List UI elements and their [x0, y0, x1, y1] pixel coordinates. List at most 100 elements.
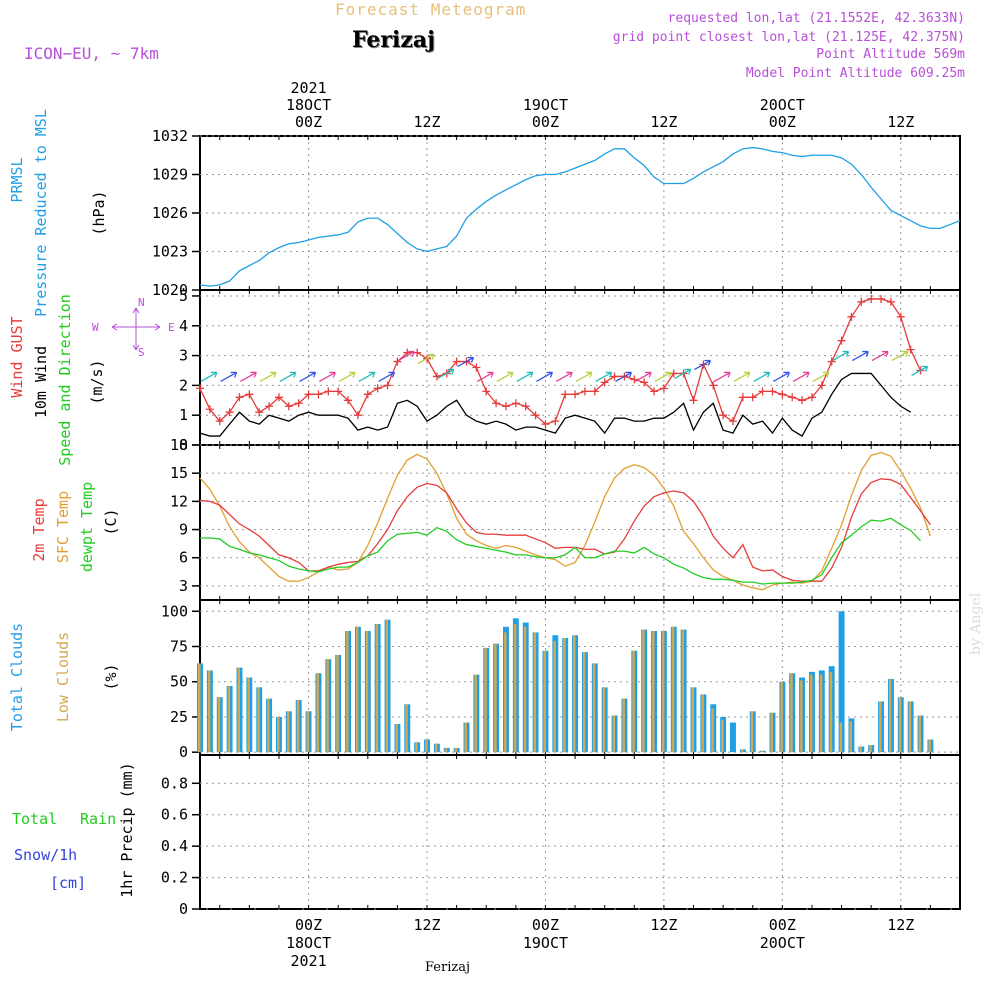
low-cloud-bar [829, 671, 833, 753]
wind-direction-arrow [851, 350, 869, 362]
time-axis-year: 2021 [291, 952, 327, 970]
wind-gust-marker [847, 312, 856, 321]
low-cloud-bar [533, 632, 537, 753]
low-cloud-bar [721, 719, 724, 753]
wind-gust-marker [580, 387, 589, 396]
time-axis-date: 20OCT [760, 96, 805, 114]
wind-direction-arrow [397, 350, 415, 362]
low-cloud-bar [642, 629, 645, 753]
wind-direction-arrow [437, 368, 455, 380]
low-cloud-bar [247, 677, 250, 753]
station-name: Ferizaj [352, 27, 436, 53]
wind-direction-arrow [417, 353, 435, 365]
wind-gust-marker [906, 345, 915, 354]
wind-direction-arrow [200, 371, 218, 383]
y-tick-label: 0 [179, 436, 188, 454]
y-tick-label: 0.2 [161, 869, 188, 887]
y-tick-label: 50 [170, 673, 188, 691]
low-cloud-bar [671, 626, 675, 753]
pressure-label: Pressure Reduced to MSL [32, 109, 50, 317]
wind-gust-marker [521, 402, 530, 411]
low-cloud-bar [582, 652, 586, 753]
wind-gust-marker [383, 381, 392, 390]
wind-direction-arrow [674, 368, 692, 380]
total-cloud-bar [838, 611, 845, 753]
total-clouds-label: Total Clouds [8, 623, 26, 731]
low-clouds-label: Low Clouds [54, 632, 72, 722]
low-cloud-bar [681, 629, 685, 753]
time-axis-hour: 00Z [769, 113, 796, 131]
wind-gust-marker [817, 381, 826, 390]
wind-gust-marker [610, 372, 619, 381]
low-cloud-bar [326, 659, 329, 753]
wind-gust-marker [788, 393, 797, 402]
low-cloud-bar [523, 626, 527, 753]
time-axis-date: 19OCT [523, 96, 568, 114]
low-cloud-bar [573, 635, 576, 753]
wind-gust-marker [284, 402, 293, 411]
low-cloud-bar [740, 749, 744, 753]
wind-gust-marker [738, 393, 747, 402]
wind-gust-marker [827, 357, 836, 366]
low-cloud-bar [365, 631, 369, 753]
low-cloud-bar [198, 663, 201, 753]
wind-gust-marker [363, 390, 372, 399]
low-cloud-bar [504, 632, 507, 753]
low-cloud-bar [592, 663, 596, 753]
compass-south: S [138, 346, 145, 359]
time-axis-date: 20OCT [760, 934, 805, 952]
low-cloud-bar [464, 722, 467, 753]
wind-gust-marker [659, 384, 668, 393]
compass-north: N [138, 296, 145, 309]
time-axis-hour: 12Z [887, 916, 914, 934]
wind-gust-marker [709, 381, 718, 390]
low-cloud-bar [316, 673, 319, 753]
low-cloud-bar [839, 722, 843, 753]
time-axis-hour: 12Z [413, 916, 440, 934]
pressure-unit-label: (hPa) [90, 190, 108, 235]
low-cloud-bar [661, 631, 665, 753]
wind-gust-marker [353, 411, 362, 420]
panel-frame [199, 599, 961, 756]
precip-rain-label: Rain [80, 810, 116, 828]
wind-direction-arrow [476, 371, 494, 383]
wind-direction-arrow [871, 350, 889, 362]
wind-gust-marker [274, 393, 283, 402]
low-cloud-bar [602, 687, 606, 753]
wind-direction-arrow [753, 371, 771, 383]
dewpoint-label: dewpt Temp [78, 482, 96, 572]
compass-west: W [92, 321, 99, 334]
precip-snow-label: Snow/1h [14, 846, 77, 864]
wind-gust-marker [748, 393, 757, 402]
wind-direction-arrow [654, 371, 672, 383]
wind-direction-arrow [812, 371, 830, 383]
wind-gust-marker [344, 396, 353, 405]
y-tick-label: 9 [179, 521, 188, 539]
low-cloud-bar [355, 626, 359, 753]
y-tick-label: 1026 [152, 204, 188, 222]
wind-gust-marker [807, 393, 816, 402]
low-cloud-bar [385, 619, 389, 753]
low-cloud-bar [869, 745, 872, 753]
wind-direction-arrow [318, 371, 336, 383]
wind-direction-arrow [378, 371, 396, 383]
wind-direction-arrow [299, 371, 317, 383]
y-tick-label: 0.8 [161, 774, 188, 792]
panel-frame [199, 754, 961, 910]
time-axis-hour: 12Z [650, 113, 677, 131]
wind-gust-marker [778, 390, 787, 399]
wind-direction-arrow [713, 371, 731, 383]
low-cloud-bar [484, 647, 487, 753]
compass-east: E [168, 321, 175, 334]
wind-gust-marker [324, 387, 333, 396]
low-cloud-bar [415, 742, 418, 753]
total-cloud-bar [730, 722, 736, 753]
wind-gust-marker [857, 297, 866, 306]
wind-direction-arrow [536, 371, 554, 383]
wind-gust-marker [492, 399, 501, 408]
y-tick-label: 100 [161, 602, 188, 620]
y-tick-label: 0.6 [161, 806, 188, 824]
wind-direction-arrow [496, 371, 514, 383]
low-cloud-bar [819, 674, 823, 753]
